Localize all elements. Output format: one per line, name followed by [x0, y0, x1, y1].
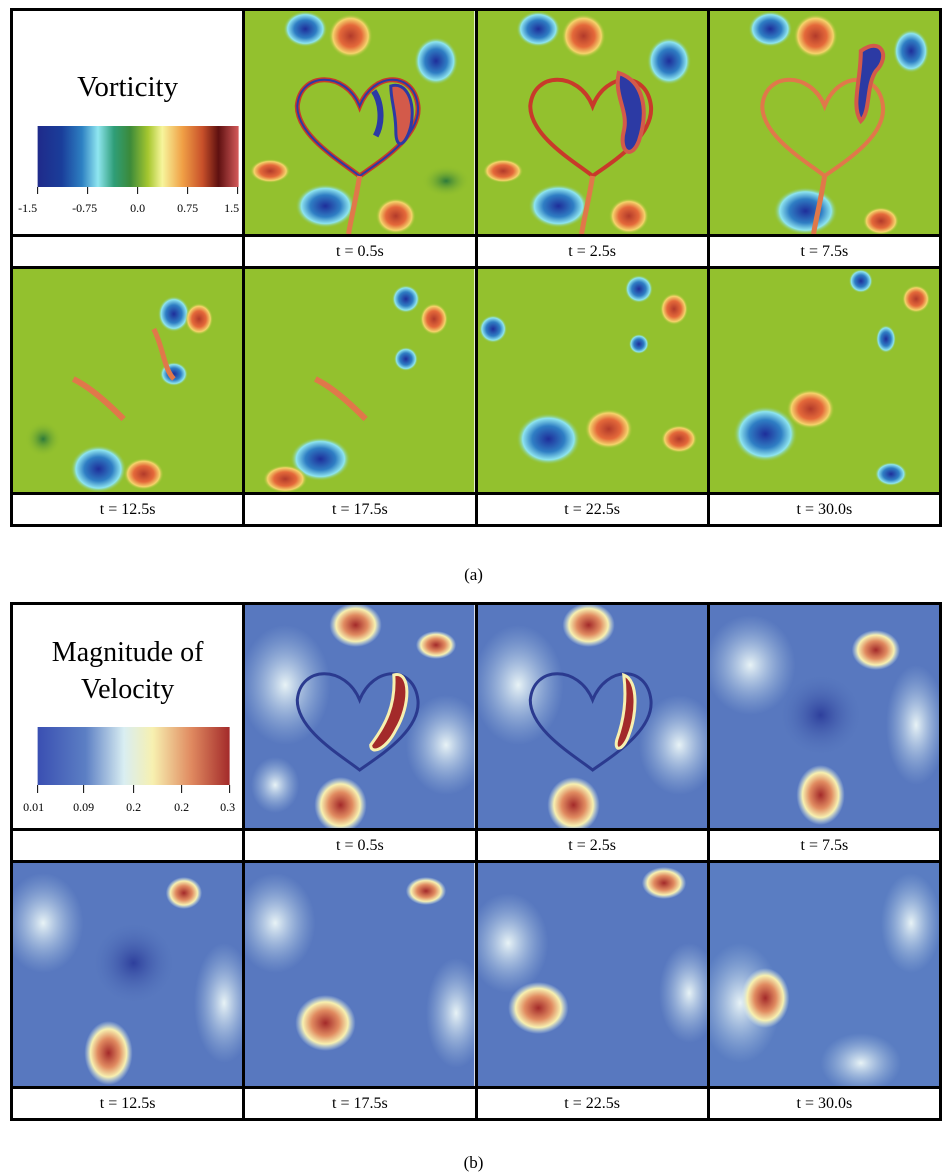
vorticity-field-t3	[709, 11, 939, 234]
vorticity-legend: Vorticity	[13, 11, 243, 234]
vorticity-field-t2	[477, 11, 707, 234]
vel-tick-2: 0.2	[126, 800, 141, 814]
vorticity-panel: Vorticity	[10, 8, 942, 527]
velocity-field-t6	[477, 863, 707, 1086]
velocity-panel: Magnitude of Velocity	[10, 602, 942, 1121]
vorticity-gradient	[37, 126, 239, 187]
vel-time-label: t = 7.5s	[709, 831, 939, 860]
vel-tick-0: 0.01	[23, 800, 44, 814]
vort-time-label: t = 30.0s	[709, 495, 939, 524]
velocity-title-line2: Velocity	[80, 674, 175, 705]
vort-tick-1: -0.75	[72, 201, 97, 215]
velocity-field-t5	[245, 863, 475, 1086]
vel-time-label: t = 12.5s	[13, 1089, 243, 1118]
velocity-gradient	[37, 727, 230, 785]
velocity-field-t2	[477, 605, 707, 828]
velocity-colorbar: 0.01 0.09 0.2 0.2 0.3	[23, 727, 235, 814]
velocity-title-line1: Magnitude of	[51, 637, 204, 668]
velocity-legend-label-blank	[13, 831, 243, 860]
vorticity-field-t1	[245, 11, 475, 234]
velocity-field-t1	[245, 605, 475, 828]
vort-time-label: t = 0.5s	[245, 237, 475, 266]
vel-tick-1: 0.09	[73, 800, 94, 814]
vel-time-label: t = 0.5s	[245, 831, 475, 860]
vorticity-field-t6	[477, 269, 707, 492]
vorticity-field-t7	[709, 269, 939, 492]
vorticity-field-t4	[13, 269, 243, 492]
vel-tick-4: 0.3	[220, 800, 235, 814]
vort-tick-4: 1.5	[224, 201, 239, 215]
vort-tick-0: -1.5	[18, 201, 37, 215]
vort-time-label: t = 2.5s	[477, 237, 707, 266]
vorticity-legend-label-blank	[13, 237, 243, 266]
caption-a: (a)	[464, 565, 483, 584]
vort-time-label: t = 7.5s	[709, 237, 939, 266]
vorticity-colorbar: -1.5 -0.75 0.0 0.75 1.5	[18, 126, 239, 215]
velocity-field-t3	[709, 605, 939, 828]
vort-tick-2: 0.0	[130, 201, 145, 215]
vorticity-field-t5	[245, 269, 475, 492]
vort-tick-3: 0.75	[177, 201, 198, 215]
vort-time-label: t = 12.5s	[13, 495, 243, 524]
velocity-field-t4	[13, 863, 243, 1086]
vel-time-label: t = 22.5s	[477, 1089, 707, 1118]
vel-time-label: t = 2.5s	[477, 831, 707, 860]
caption-b: (b)	[463, 1153, 484, 1172]
vel-time-label: t = 30.0s	[709, 1089, 939, 1118]
vort-time-label: t = 17.5s	[245, 495, 475, 524]
vort-time-label: t = 22.5s	[477, 495, 707, 524]
vorticity-title: Vorticity	[77, 71, 179, 103]
vel-time-label: t = 17.5s	[245, 1089, 475, 1118]
velocity-legend: Magnitude of Velocity	[13, 605, 243, 828]
vel-tick-3: 0.2	[174, 800, 189, 814]
velocity-field-t7	[709, 863, 939, 1086]
